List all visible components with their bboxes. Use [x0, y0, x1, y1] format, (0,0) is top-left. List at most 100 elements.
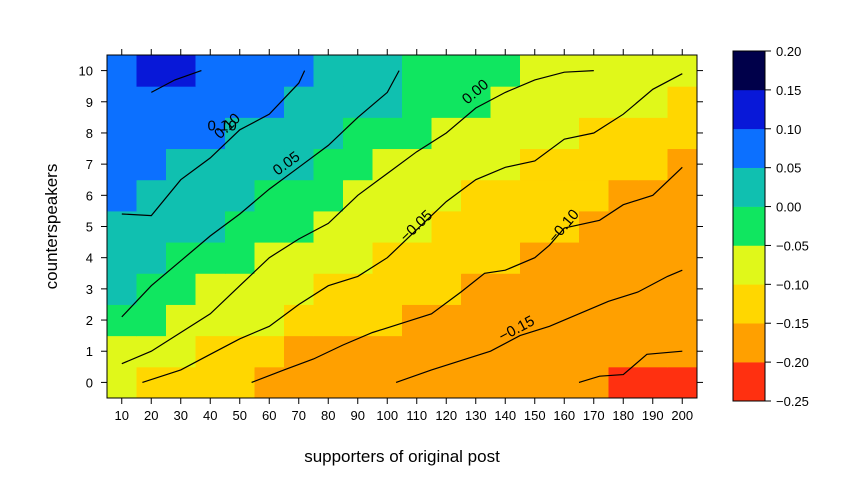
x-tick-label: 200: [671, 408, 693, 423]
colorbar-legend: −0.25 −0.20 −0.15 −0.10 −0.05 0.00 0.05 0.10 0.1…: [732, 44, 809, 409]
heatmap-cell: [195, 86, 226, 118]
colorbar-tick-label: 0.20: [776, 44, 801, 59]
heatmap-cell: [284, 86, 314, 118]
x-tick-label: 90: [351, 408, 365, 423]
heatmap-cell: [225, 148, 255, 181]
x-tick-label: 20: [144, 408, 158, 423]
heatmap-cells: [107, 55, 698, 399]
heatmap-cell: [667, 55, 698, 87]
heatmap-cell: [520, 335, 550, 368]
heatmap-cell: [107, 366, 137, 399]
heatmap-cell: [254, 273, 285, 305]
heatmap-cell: [225, 117, 255, 150]
heatmap-cell: [372, 148, 403, 181]
colorbar-swatch: [733, 284, 765, 324]
y-tick-label: 1: [86, 344, 93, 359]
heatmap-cell: [667, 179, 698, 212]
heatmap-cell: [195, 242, 226, 274]
heatmap-cell: [579, 242, 609, 274]
heatmap-cell: [608, 55, 639, 87]
heatmap-cell: [313, 117, 344, 150]
contour-line: [121, 70, 594, 365]
heatmap-cell: [225, 179, 255, 212]
colorbar-swatch: [733, 167, 765, 207]
heatmap-cell: [638, 148, 668, 181]
heatmap-cell: [195, 179, 226, 212]
heatmap-cell: [490, 304, 521, 337]
heatmap-cell: [431, 273, 462, 305]
colorbar-swatch: [733, 206, 765, 246]
heatmap-cell: [343, 366, 373, 399]
x-tick-label: 120: [435, 408, 457, 423]
heatmap-cell: [166, 273, 196, 305]
heatmap-cell: [431, 335, 462, 368]
contour-line: [578, 350, 683, 383]
heatmap-cell: [136, 86, 167, 118]
heatmap-cell: [166, 148, 196, 181]
heatmap-cell: [402, 179, 432, 212]
colorbar-tick-label: −0.10: [776, 277, 809, 292]
heatmap-cell: [254, 179, 285, 212]
heatmap-cell: [490, 55, 521, 87]
heatmap-cell: [372, 273, 403, 305]
heatmap-cell: [343, 86, 373, 118]
heatmap-cell: [608, 86, 639, 118]
heatmap-cell: [284, 179, 314, 212]
heatmap-cell: [549, 86, 580, 118]
heatmap-cell: [608, 179, 639, 212]
heatmap-cell: [313, 179, 344, 212]
heatmap-cell: [107, 242, 137, 274]
heatmap-cell: [490, 335, 521, 368]
heatmap-cell: [402, 148, 432, 181]
heatmap-cell: [225, 335, 255, 368]
heatmap-cell: [402, 210, 432, 243]
contour-line: [151, 70, 202, 93]
heatmap-cell: [549, 179, 580, 212]
heatmap-cell: [166, 210, 196, 243]
heatmap-cell: [638, 242, 668, 274]
heatmap-cell: [343, 148, 373, 181]
heatmap-cell: [313, 55, 344, 87]
x-axis-label: supporters of original post: [304, 447, 500, 466]
heatmap-cell: [549, 366, 580, 399]
x-tick-label: 100: [376, 408, 398, 423]
colorbar-swatch: [733, 245, 765, 285]
y-tick-label: 4: [86, 251, 93, 266]
heatmap-cell: [520, 210, 550, 243]
heatmap-cell: [313, 86, 344, 118]
heatmap-cell: [343, 304, 373, 337]
y-tick-label: 3: [86, 282, 93, 297]
heatmap-cell: [461, 117, 491, 150]
heatmap-cell: [461, 55, 491, 87]
heatmap-cell: [402, 304, 432, 337]
heatmap-cell: [313, 304, 344, 337]
heatmap-cell: [343, 210, 373, 243]
heatmap-cell: [136, 242, 167, 274]
heatmap-cell: [402, 55, 432, 87]
heatmap-cell: [431, 304, 462, 337]
heatmap-cell: [667, 210, 698, 243]
y-tick-label: 7: [86, 157, 93, 172]
y-tick-label: 5: [86, 220, 93, 235]
heatmap-cell: [490, 273, 521, 305]
heatmap-cell: [520, 86, 550, 118]
heatmap-cell: [343, 273, 373, 305]
contour-label: 0.10: [207, 118, 236, 135]
colorbar-swatch: [733, 51, 765, 91]
heatmap-cell: [136, 273, 167, 305]
colorbar-tick-label: 0.15: [776, 83, 801, 98]
heatmap-cell: [136, 366, 167, 399]
heatmap-cell: [638, 55, 668, 87]
contour-line: [142, 73, 683, 383]
heatmap-cell: [579, 148, 609, 181]
heatmap-cell: [107, 117, 137, 150]
heatmap-cell: [549, 117, 580, 150]
heatmap-cell: [638, 210, 668, 243]
colorbar-tick-label: −0.25: [776, 394, 809, 409]
heatmap-cell: [372, 210, 403, 243]
heatmap-cell: [667, 117, 698, 150]
heatmap-cell: [490, 210, 521, 243]
heatmap-cell: [372, 335, 403, 368]
heatmap-cell: [107, 335, 137, 368]
